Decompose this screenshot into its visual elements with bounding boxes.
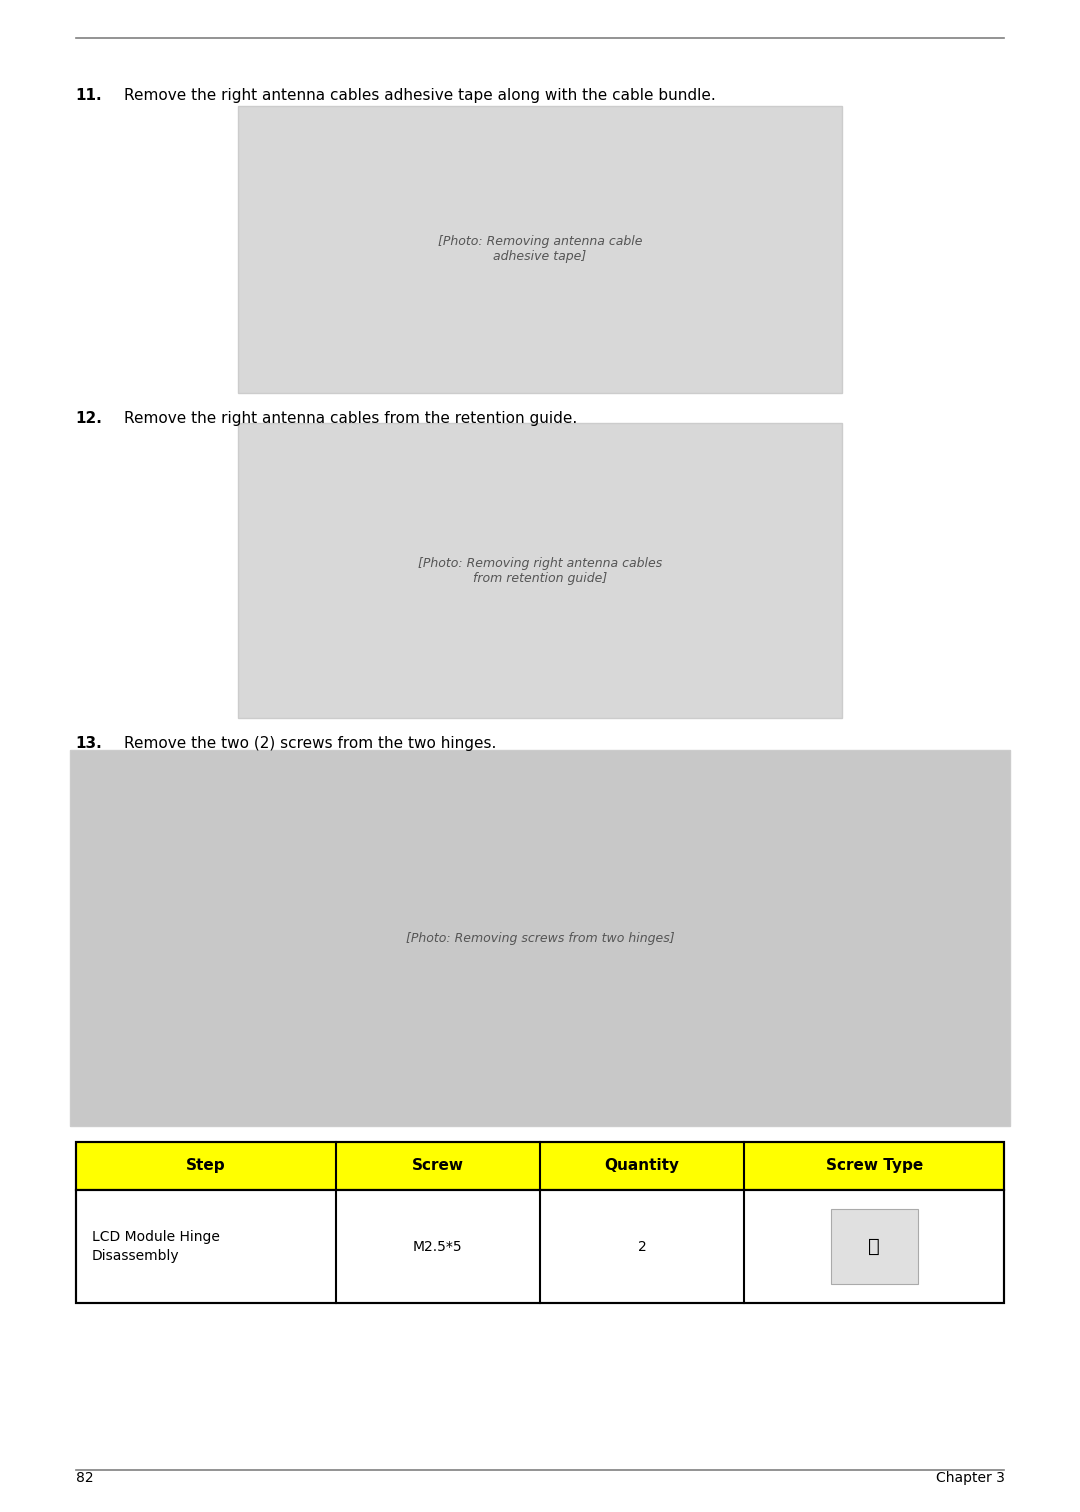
Text: Step: Step	[186, 1158, 226, 1173]
FancyBboxPatch shape	[70, 750, 1010, 1126]
Text: 🔩: 🔩	[868, 1237, 880, 1256]
Text: 13.: 13.	[76, 736, 103, 751]
Text: 82: 82	[76, 1471, 93, 1485]
Text: Screw: Screw	[411, 1158, 463, 1173]
Text: 12.: 12.	[76, 411, 103, 426]
Text: [Photo: Removing right antenna cables
from retention guide]: [Photo: Removing right antenna cables fr…	[418, 556, 662, 585]
FancyBboxPatch shape	[832, 1210, 918, 1285]
Text: 2: 2	[638, 1240, 647, 1253]
FancyBboxPatch shape	[238, 106, 842, 393]
Text: Remove the right antenna cables adhesive tape along with the cable bundle.: Remove the right antenna cables adhesive…	[124, 88, 716, 103]
Text: Chapter 3: Chapter 3	[935, 1471, 1004, 1485]
Text: Remove the two (2) screws from the two hinges.: Remove the two (2) screws from the two h…	[124, 736, 497, 751]
Text: [Photo: Removing antenna cable
adhesive tape]: [Photo: Removing antenna cable adhesive …	[437, 236, 643, 263]
Text: [Photo: Removing screws from two hinges]: [Photo: Removing screws from two hinges]	[406, 931, 674, 945]
FancyBboxPatch shape	[238, 423, 842, 718]
Text: LCD Module Hinge
Disassembly: LCD Module Hinge Disassembly	[92, 1229, 219, 1264]
Text: Quantity: Quantity	[605, 1158, 679, 1173]
FancyBboxPatch shape	[76, 1142, 1004, 1190]
Text: Remove the right antenna cables from the retention guide.: Remove the right antenna cables from the…	[124, 411, 578, 426]
Text: M2.5*5: M2.5*5	[413, 1240, 462, 1253]
FancyBboxPatch shape	[76, 1190, 1004, 1303]
Text: 11.: 11.	[76, 88, 103, 103]
Text: Screw Type: Screw Type	[826, 1158, 923, 1173]
